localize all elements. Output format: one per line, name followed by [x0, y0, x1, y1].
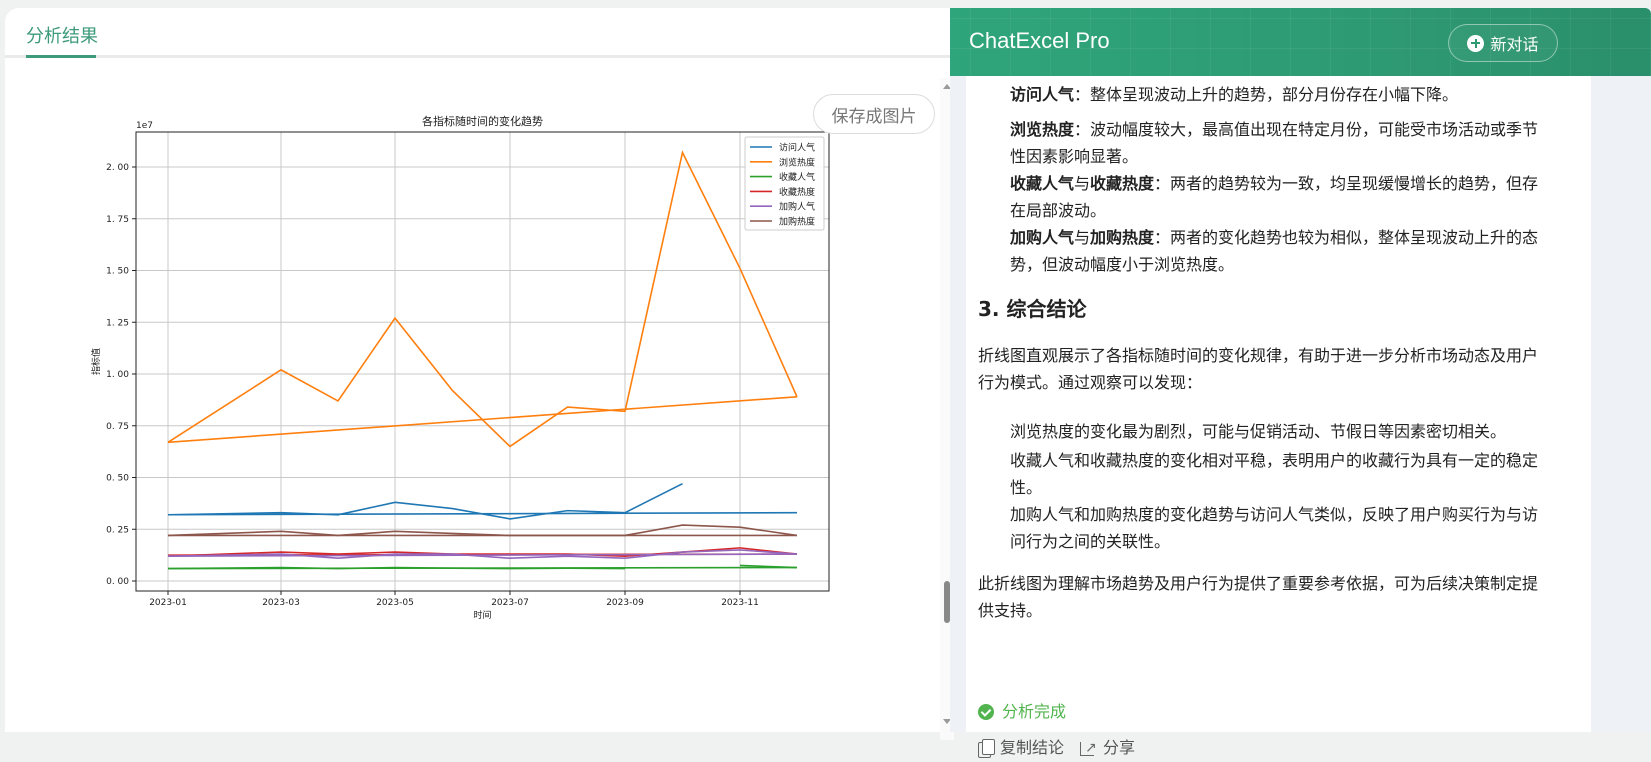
trend-item-favorites: 收藏人气与收藏热度：两者的趋势较为一致，均呈现缓慢增长的趋势，但存在局部波动。	[1010, 170, 1550, 224]
plus-circle-icon	[1467, 34, 1485, 52]
check-circle-icon	[978, 703, 994, 720]
trend-item-title: 加购人气	[1010, 228, 1075, 247]
svg-text:1e7: 1e7	[136, 121, 153, 131]
trend-item-title: 访问人气	[1010, 85, 1075, 104]
svg-text:指标值: 指标值	[90, 348, 102, 375]
trend-item-joiner: 与	[1074, 174, 1091, 193]
chat-panel: ChatExcel Pro 新对话 访问人气：整体呈现波动上升的趋势，部分月份存…	[950, 8, 1651, 762]
svg-text:各指标随时间的变化趋势: 各指标随时间的变化趋势	[422, 114, 543, 128]
analysis-status: 分析完成	[978, 698, 1066, 725]
trend-item-text: ：整体呈现波动上升的趋势，部分月份存在小幅下降。	[1074, 85, 1459, 104]
svg-text:访问人气: 访问人气	[779, 142, 815, 154]
trend-item-text: ：两者的变化趋势也较为相似，整体呈现波动上升的态势，但波动幅度小于浏览热度。	[1010, 228, 1539, 274]
trend-item-text: ：两者的趋势较为一致，均呈现缓慢增长的趋势，但存在局部波动。	[1010, 174, 1539, 220]
finding-item: 浏览热度的变化最为剧烈，可能与促销活动、节假日等因素密切相关。	[1010, 422, 1507, 441]
svg-text:加购人气: 加购人气	[779, 201, 815, 213]
svg-text:收藏热度: 收藏热度	[779, 186, 815, 198]
svg-text:时间: 时间	[473, 609, 491, 621]
svg-text:0. 00: 0. 00	[106, 577, 129, 587]
svg-text:0. 75: 0. 75	[106, 422, 129, 432]
scroll-down-arrow-icon[interactable]	[943, 719, 951, 724]
svg-text:收藏人气: 收藏人气	[779, 171, 815, 183]
tab-bar: 分析结果	[5, 8, 950, 58]
trend-item-browse: 浏览热度：波动幅度较大，最高值出现在特定月份，可能受市场活动或季节性因素影响显著…	[1010, 116, 1550, 170]
tab-analysis-result[interactable]: 分析结果	[26, 26, 98, 47]
svg-text:2023-05: 2023-05	[376, 598, 414, 608]
active-tab-indicator	[26, 55, 96, 58]
copy-conclusion-button[interactable]: 复制结论	[978, 734, 1064, 761]
message-actions: 复制结论 分享	[978, 734, 1136, 762]
analysis-result-panel: 分析结果 0. 00 0. 25 0. 50 0. 75 1. 00 1. 25 1. 50…	[5, 8, 954, 740]
finding-item: 收藏人气和收藏热度的变化相对平稳，表明用户的收藏行为具有一定的稳定性。	[1010, 451, 1539, 497]
new-chat-label: 新对话	[1490, 37, 1539, 54]
copy-icon	[978, 738, 995, 758]
app-title: ChatExcel Pro	[969, 28, 1110, 53]
svg-text:2023-03: 2023-03	[262, 598, 300, 608]
trend-item-title-2: 加购热度	[1090, 228, 1155, 247]
svg-text:1. 75: 1. 75	[106, 215, 129, 225]
trend-item-title: 浏览热度	[1010, 120, 1075, 139]
svg-text:1. 50: 1. 50	[106, 267, 129, 277]
trend-item-text: ：波动幅度较大，最高值出现在特定月份，可能受市场活动或季节性因素影响显著。	[1010, 120, 1539, 166]
svg-text:浏览热度: 浏览热度	[779, 156, 815, 168]
chat-message-content: 访问人气：整体呈现波动上升的趋势，部分月份存在小幅下降。 浏览热度：波动幅度较大…	[966, 76, 1591, 762]
section-heading: 3. 综合结论	[978, 297, 1087, 321]
trend-item-title: 收藏人气	[1010, 174, 1075, 193]
svg-text:2023-07: 2023-07	[491, 598, 529, 608]
share-label: 分享	[1103, 738, 1136, 757]
status-text: 分析完成	[1002, 702, 1067, 721]
trend-item-title-2: 收藏热度	[1090, 174, 1155, 193]
finding-item: 加购人气和加购热度的变化趋势与访问人气类似，反映了用户购买行为与访问行为之间的关…	[1010, 505, 1539, 551]
svg-text:2023-01: 2023-01	[149, 598, 187, 608]
trend-item-joiner: 与	[1074, 228, 1091, 247]
scroll-up-arrow-icon[interactable]	[943, 84, 951, 89]
header-grid-decoration	[950, 8, 1651, 76]
svg-text:2. 00: 2. 00	[106, 163, 129, 173]
chat-header: ChatExcel Pro 新对话	[950, 8, 1651, 76]
copy-label: 复制结论	[1000, 738, 1065, 757]
svg-text:2023-09: 2023-09	[606, 598, 644, 608]
svg-text:0. 50: 0. 50	[106, 474, 129, 484]
save-as-image-button[interactable]: 保存成图片	[813, 94, 935, 134]
scroll-thumb[interactable]	[944, 581, 950, 623]
svg-text:1. 25: 1. 25	[106, 318, 129, 328]
svg-text:1. 00: 1. 00	[106, 370, 129, 380]
share-button[interactable]: 分享	[1080, 734, 1136, 762]
conclusion-intro: 折线图直观展示了各指标随时间的变化规律，有助于进一步分析市场动态及用户行为模式。…	[978, 346, 1539, 392]
trend-item-visits: 访问人气：整体呈现波动上升的趋势，部分月份存在小幅下降。	[1010, 81, 1550, 108]
share-icon	[1080, 735, 1097, 762]
line-chart: 0. 00 0. 25 0. 50 0. 75 1. 00 1. 25 1. 50 1. 75…	[90, 114, 830, 621]
svg-text:2023-11: 2023-11	[721, 598, 759, 608]
closing-paragraph: 此折线图为理解市场趋势及用户行为提供了重要参考依据，可为后续决策制定提供支持。	[978, 574, 1539, 620]
svg-text:0. 25: 0. 25	[106, 525, 129, 535]
trend-item-cart: 加购人气与加购热度：两者的变化趋势也较为相似，整体呈现波动上升的态势，但波动幅度…	[1010, 224, 1550, 278]
new-chat-button[interactable]: 新对话	[1448, 24, 1558, 62]
svg-text:加购热度: 加购热度	[779, 216, 815, 228]
